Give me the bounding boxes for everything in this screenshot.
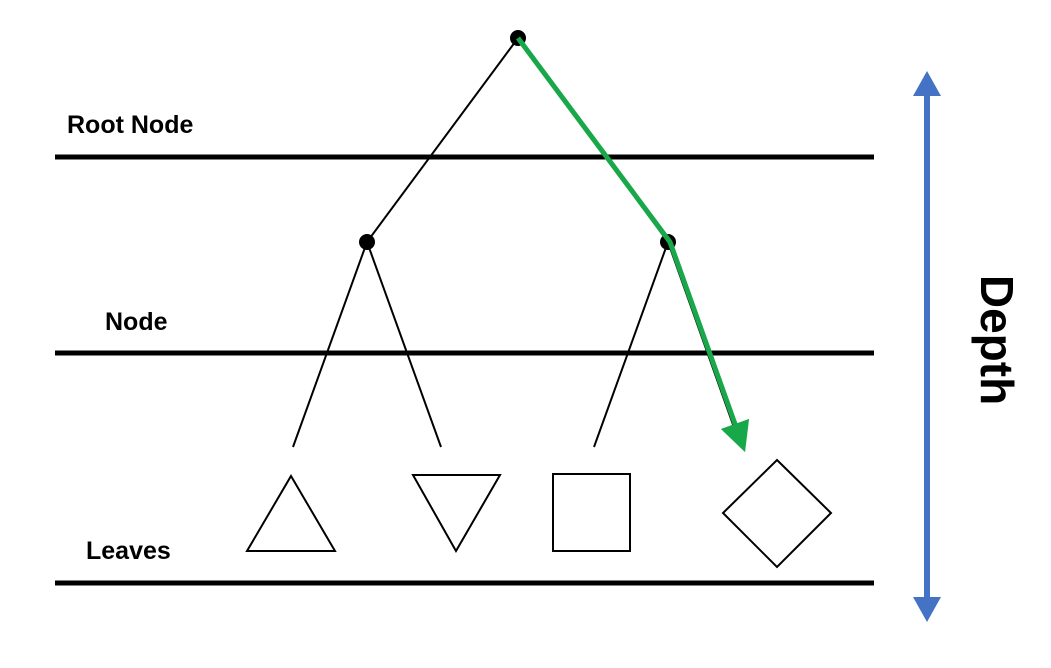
leaves-label: Leaves — [86, 537, 171, 565]
depth-axis-up-arrowhead — [913, 71, 941, 96]
edge-right-leaf3 — [593, 241, 669, 448]
leaf-inverted-triangle — [411, 474, 502, 554]
node-label: Node — [105, 308, 168, 336]
root-node-label: Root Node — [67, 111, 193, 139]
depth-axis-down-arrowhead — [913, 597, 941, 622]
edge-left-leaf1 — [292, 241, 368, 448]
leaf-diamond — [721, 458, 833, 569]
leaf-square — [552, 473, 631, 552]
depth-label: Depth — [971, 275, 1023, 405]
decision-path-arrow — [515, 36, 750, 453]
leaf-triangle — [245, 474, 337, 552]
left-node-dot — [359, 234, 375, 250]
edge-root-left — [366, 37, 519, 243]
edge-left-leaf2 — [366, 241, 442, 448]
